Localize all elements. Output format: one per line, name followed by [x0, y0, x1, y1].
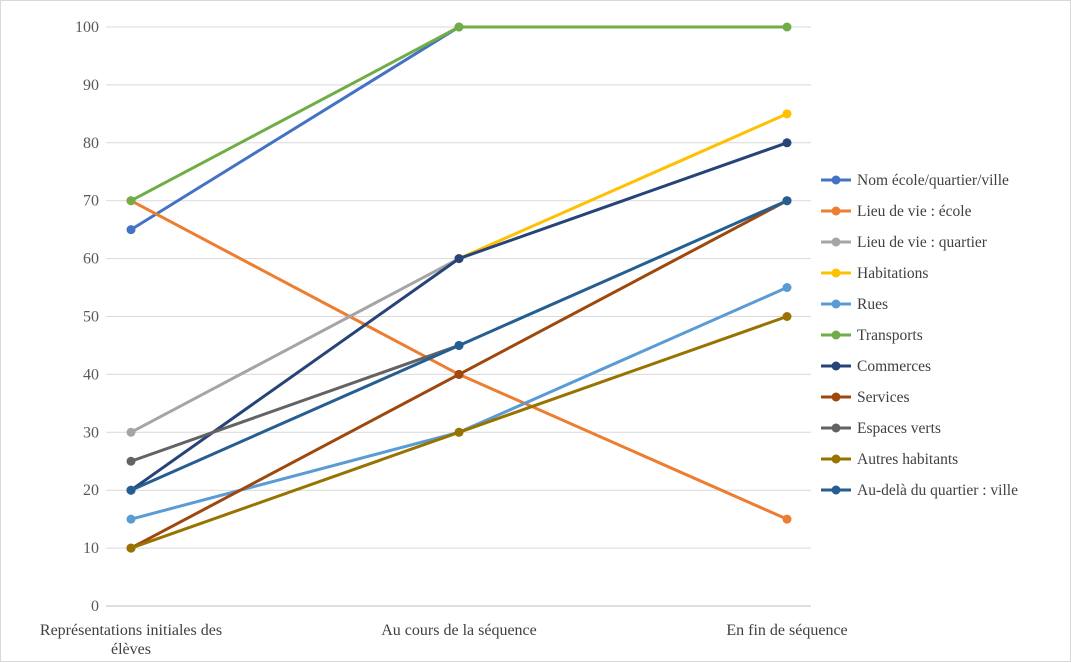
- legend-label: Commerces: [857, 358, 931, 375]
- series-line-segment: [457, 199, 789, 376]
- legend-swatch-marker: [831, 361, 841, 371]
- data-point: [126, 485, 136, 495]
- series-line-segment: [129, 343, 461, 492]
- series-line-segment: [129, 430, 461, 550]
- data-point: [126, 427, 136, 437]
- series-line-segment: [129, 372, 461, 550]
- legend-swatch-marker: [831, 175, 841, 185]
- legend-item: Services: [821, 389, 910, 406]
- legend-label: Espaces verts: [857, 420, 941, 437]
- x-category-label: En fin de séquence: [726, 622, 847, 639]
- legend-swatch-marker: [831, 485, 841, 495]
- y-tick-label: 40: [83, 366, 99, 383]
- series-line-segment: [129, 430, 461, 521]
- series-line-segment: [457, 286, 789, 434]
- series-line-segment: [457, 315, 789, 434]
- x-category-label: Au cours de la séquence: [381, 622, 537, 639]
- data-point: [782, 196, 792, 206]
- series-0: [126, 22, 464, 235]
- x-category-label: Représentations initiales des: [40, 622, 222, 639]
- data-point: [782, 138, 792, 148]
- legend-item: Lieu de vie : quartier: [821, 234, 988, 251]
- series-line-segment: [457, 112, 789, 261]
- legend-label: Habitations: [857, 265, 928, 282]
- y-tick-label: 60: [83, 251, 99, 268]
- series-line-segment: [129, 343, 461, 463]
- legend-item: Nom école/quartier/ville: [821, 172, 1009, 189]
- series-lines: [126, 22, 792, 553]
- legend-swatch-marker: [831, 454, 841, 464]
- legend-label: Lieu de vie : quartier: [857, 234, 988, 251]
- series-10: [126, 196, 792, 495]
- y-axis-ticks: 0 10 20 30 40 50 60 70 80 90 100: [75, 19, 99, 615]
- legend-label: Autres habitants: [857, 451, 958, 468]
- legend-item: Transports: [821, 327, 923, 344]
- legend-swatch-marker: [831, 299, 841, 309]
- y-tick-label: 80: [83, 135, 99, 152]
- legend-item: Rues: [821, 296, 888, 313]
- data-point: [126, 543, 136, 553]
- legend-swatch-marker: [831, 268, 841, 278]
- legend-label: Transports: [857, 327, 923, 344]
- data-point: [454, 22, 464, 32]
- data-point: [126, 514, 136, 524]
- series-line-segment: [129, 25, 461, 203]
- data-point: [126, 225, 136, 235]
- series-4: [126, 283, 792, 524]
- series-line-segment: [457, 199, 789, 347]
- series-5: [126, 22, 792, 206]
- data-point: [782, 283, 792, 293]
- data-point: [454, 340, 464, 350]
- y-tick-label: 50: [83, 309, 99, 326]
- data-point: [782, 22, 792, 32]
- legend: Nom école/quartier/ville Lieu de vie : éc…: [821, 172, 1018, 499]
- y-tick-label: 20: [83, 482, 99, 499]
- legend-item: Commerces: [821, 358, 931, 375]
- y-tick-label: 0: [91, 598, 99, 615]
- y-tick-label: 90: [83, 77, 99, 94]
- legend-label: Rues: [857, 296, 888, 313]
- series-line-segment: [457, 372, 789, 521]
- legend-item: Autres habitants: [821, 451, 958, 468]
- series-9: [126, 312, 792, 553]
- legend-item: Habitations: [821, 265, 928, 282]
- legend-label: Nom école/quartier/ville: [857, 172, 1009, 189]
- y-tick-label: 30: [83, 424, 99, 441]
- series-line-segment: [129, 199, 461, 376]
- series-3: [454, 109, 792, 264]
- data-point: [782, 514, 792, 524]
- series-line-segment: [129, 257, 461, 492]
- x-axis-categories: Représentations initiales des élèves Au co…: [40, 622, 848, 658]
- legend-swatch-marker: [831, 392, 841, 402]
- data-point: [454, 369, 464, 379]
- legend-label: Au-delà du quartier : ville: [857, 482, 1018, 499]
- legend-swatch-marker: [831, 237, 841, 247]
- data-point: [782, 312, 792, 321]
- legend-swatch-marker: [831, 423, 841, 433]
- data-point: [782, 109, 792, 119]
- series-1: [126, 196, 792, 524]
- legend-item: Au-delà du quartier : ville: [821, 482, 1018, 499]
- series-line-segment: [457, 141, 789, 261]
- y-tick-label: 70: [83, 193, 99, 210]
- data-point: [454, 427, 464, 437]
- y-tick-label: 100: [75, 19, 99, 36]
- legend-label: Lieu de vie : école: [857, 203, 972, 220]
- y-tick-label: 10: [83, 540, 99, 557]
- data-point: [126, 456, 136, 466]
- legend-swatch-marker: [831, 206, 841, 216]
- data-point: [454, 254, 464, 264]
- series-line-segment: [129, 257, 461, 434]
- legend-item: Espaces verts: [821, 420, 941, 437]
- series-line-segment: [129, 25, 461, 232]
- series-2: [126, 254, 464, 437]
- x-category-label: élèves: [111, 641, 151, 658]
- data-point: [126, 196, 136, 206]
- legend-label: Services: [857, 389, 910, 406]
- legend-swatch-marker: [831, 330, 841, 340]
- legend-item: Lieu de vie : école: [821, 203, 972, 220]
